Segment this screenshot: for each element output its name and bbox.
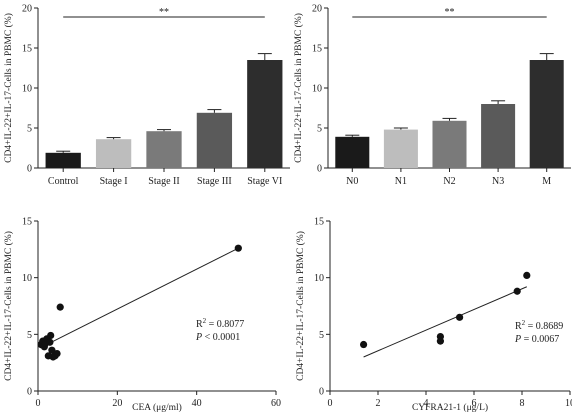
- y-axis-label: CD4+IL-22+IL-17-Cells in PBMC (%): [293, 13, 304, 163]
- p-value-annotation: P < 0.0001: [195, 332, 240, 343]
- y-axis-label: CD4+IL-22+IL-17-Cells in PBMC (%): [3, 13, 14, 163]
- y-axis-label: CD4+IL-22+IL-17-Cells in PBMC (%): [3, 231, 14, 381]
- x-tick-label: 2: [376, 398, 381, 409]
- y-tick-label: 5: [319, 330, 324, 341]
- y-tick-label: 20: [22, 4, 32, 15]
- data-point: [360, 340, 368, 349]
- bar: [383, 129, 418, 168]
- significance-marker: **: [445, 7, 455, 18]
- y-tick-label: 10: [314, 273, 324, 284]
- y-axis-label: CD4+IL-22+IL-17-Cells in PBMC (%): [295, 231, 306, 381]
- r-squared-annotation: R2 = 0.8689: [515, 319, 563, 332]
- category-label: Control: [48, 176, 79, 187]
- category-label: Stage II: [148, 176, 179, 187]
- r-squared-annotation: R2 = 0.8077: [196, 317, 244, 330]
- bar: [529, 60, 564, 168]
- y-tick-label: 15: [22, 217, 32, 228]
- y-tick-label: 15: [22, 44, 32, 55]
- data-point: [47, 331, 55, 340]
- data-point: [53, 350, 61, 358]
- category-label: N1: [395, 176, 407, 187]
- bar-chart-2: 0 5 10 15 20 CD4+IL-22+IL-17-Cells in PBMC (%…: [293, 4, 571, 187]
- x-axis-label: CYFRA21-1 (μg/L): [412, 402, 488, 413]
- x-tick-label: 40: [192, 398, 202, 409]
- x-tick-label: 0: [36, 398, 41, 409]
- y-tick-label: 0: [27, 164, 32, 175]
- bar: [335, 136, 370, 168]
- y-tick-label: 15: [314, 217, 324, 228]
- x-tick-label: 8: [520, 398, 525, 409]
- bar-chart-1: 0 5 10 15 20 CD4+IL-22+IL-17-Cells in PBMC (%…: [3, 4, 290, 187]
- y-tick-label: 10: [312, 84, 322, 95]
- bar: [247, 60, 283, 168]
- y-tick-label: 10: [22, 84, 32, 95]
- x-tick-label: 10: [565, 398, 572, 409]
- x-tick-label: 0: [328, 398, 333, 409]
- category-label: N0: [346, 176, 358, 187]
- bar: [481, 104, 516, 168]
- data-point: [513, 287, 521, 295]
- x-tick-label: 4: [424, 398, 429, 409]
- scatter-chart-2: 0 5 10 15 CD4+IL-22+IL-17-Cells in PBMC (%) 0…: [295, 217, 572, 414]
- data-point: [46, 338, 54, 346]
- x-tick-label: 20: [112, 398, 122, 409]
- y-tick-label: 5: [27, 330, 32, 341]
- y-tick-label: 5: [317, 124, 322, 135]
- data-point: [56, 303, 64, 311]
- category-label: Stage VI: [247, 176, 282, 187]
- y-tick-label: 15: [312, 44, 322, 55]
- data-point: [436, 337, 444, 345]
- category-label: M: [542, 176, 551, 187]
- category-label: N2: [443, 176, 455, 187]
- regression-line: [39, 247, 239, 349]
- bar: [432, 120, 467, 168]
- y-tick-label: 20: [312, 4, 322, 15]
- y-tick-label: 0: [319, 387, 324, 398]
- data-point: [48, 346, 56, 354]
- regression-line: [363, 286, 527, 358]
- category-label: Stage III: [197, 176, 232, 187]
- x-tick-label: 6: [472, 398, 477, 409]
- x-axis-label: CEA (μg/ml): [132, 402, 182, 413]
- data-point: [456, 313, 464, 321]
- data-point: [523, 271, 531, 279]
- y-tick-label: 0: [27, 387, 32, 398]
- bar: [95, 139, 132, 168]
- data-point: [234, 244, 242, 252]
- category-label: N3: [492, 176, 504, 187]
- y-tick-label: 0: [317, 164, 322, 175]
- category-label: Stage I: [100, 176, 128, 187]
- significance-marker: **: [159, 7, 169, 18]
- scatter-chart-1: 0 5 10 15 CD4+IL-22+IL-17-Cells in PBMC (%) 0…: [3, 217, 281, 414]
- bar: [196, 112, 233, 168]
- bar: [45, 152, 81, 168]
- y-tick-label: 5: [27, 124, 32, 135]
- bar: [146, 131, 182, 168]
- x-tick-label: 60: [271, 398, 281, 409]
- y-tick-label: 10: [22, 273, 32, 284]
- p-value-annotation: P = 0.0067: [514, 334, 559, 345]
